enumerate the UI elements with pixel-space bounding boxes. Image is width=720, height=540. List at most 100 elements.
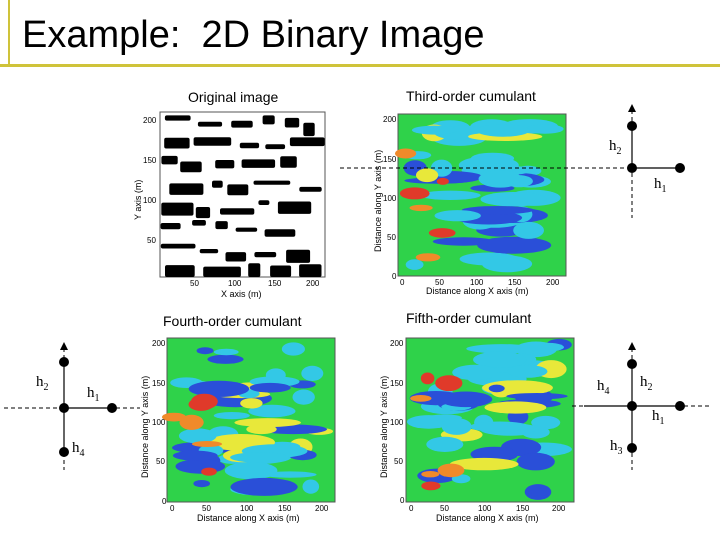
cumulant-map-patch xyxy=(461,206,534,215)
fourth-h2-label: h2 xyxy=(36,374,49,393)
fifth-h3-label: h3 xyxy=(610,438,623,457)
binary-blob xyxy=(215,160,235,169)
cumulant-map-patch xyxy=(481,255,533,273)
fourth-xtick-3: 100 xyxy=(240,504,254,513)
title-accent-bar xyxy=(8,0,10,66)
cumulant-map-patch xyxy=(230,477,298,496)
fifth-xtick-2: 50 xyxy=(440,504,449,513)
slide-title: Example: 2D Binary Image xyxy=(22,14,485,56)
original-image-caption: Original image xyxy=(188,89,279,105)
cumulant-map-patch xyxy=(513,221,544,239)
binary-blob xyxy=(193,137,232,146)
fifth-h2-label: h2 xyxy=(640,374,653,393)
binary-blob xyxy=(165,265,195,277)
cumulant-map-patch xyxy=(478,170,522,188)
fifth-order-caption: Fifth-order cumulant xyxy=(406,310,532,326)
cumulant-map-patch xyxy=(526,124,564,134)
cumulant-map-patch xyxy=(188,380,250,397)
binary-blob xyxy=(253,180,291,185)
third-xaxis-label: Distance along X axis (m) xyxy=(426,286,529,296)
binary-blob xyxy=(289,137,325,147)
orig-ytick-4: 50 xyxy=(147,236,156,245)
third-ytick-5: 0 xyxy=(392,272,397,281)
third-xtick-1: 0 xyxy=(400,278,405,287)
cumulant-map-patch xyxy=(224,461,278,480)
binary-blob xyxy=(203,266,241,277)
fourth-xtick-4: 150 xyxy=(278,504,292,513)
binary-blob xyxy=(284,117,300,128)
cumulant-map-patch xyxy=(196,347,214,355)
cumulant-map-hotspot xyxy=(410,395,432,402)
third-xtick-3: 100 xyxy=(470,278,484,287)
cumulant-map-patch xyxy=(302,479,320,494)
third-ytick-2: 150 xyxy=(383,155,397,164)
fifth-xtick-3: 100 xyxy=(478,504,492,513)
orig-xtick-3: 150 xyxy=(268,279,282,288)
cumulant-map-patch xyxy=(301,365,324,381)
fourth-xtick-1: 0 xyxy=(170,504,175,513)
fourth-order-template-diagram xyxy=(4,342,140,470)
binary-blob xyxy=(161,202,194,216)
binary-blob xyxy=(235,227,258,232)
cumulant-map-patch xyxy=(230,452,289,463)
cumulant-map-hotspot xyxy=(435,375,463,392)
cumulant-map-hotspot xyxy=(421,471,440,478)
cumulant-map-hotspot xyxy=(421,481,441,491)
cumulant-map-patch xyxy=(265,368,286,382)
fifth-ytick-1: 200 xyxy=(390,339,404,348)
cumulant-map-patch xyxy=(516,452,555,471)
binary-blob xyxy=(254,252,277,258)
fourth-xtick-2: 50 xyxy=(202,504,211,513)
cumulant-map-patch xyxy=(473,351,527,369)
cumulant-map-hotspot xyxy=(162,412,186,422)
fifth-xtick-4: 150 xyxy=(516,504,530,513)
binary-blob xyxy=(164,137,190,149)
binary-blob xyxy=(280,156,297,168)
cumulant-map-patch xyxy=(405,259,424,270)
cumulant-map-hotspot xyxy=(179,414,204,430)
fifth-ytick-4: 50 xyxy=(394,457,403,466)
cumulant-map-patch xyxy=(531,415,561,430)
cumulant-map-patch xyxy=(249,382,291,393)
binary-blob xyxy=(264,229,296,237)
cumulant-map-patch xyxy=(213,348,239,356)
orig-ytick-2: 150 xyxy=(143,156,157,165)
cumulant-map-patch xyxy=(477,236,552,254)
fourth-ytick-4: 50 xyxy=(156,457,165,466)
fourth-ytick-3: 100 xyxy=(152,418,166,427)
third-xtick-5: 200 xyxy=(546,278,560,287)
binary-blob xyxy=(215,221,228,230)
orig-ytick-3: 100 xyxy=(143,196,157,205)
fourth-order-caption: Fourth-order cumulant xyxy=(163,313,302,329)
cumulant-map-patch xyxy=(449,457,519,471)
cumulant-map-patch xyxy=(524,484,552,500)
fifth-ytick-3: 100 xyxy=(390,418,404,427)
fifth-ytick-5: 0 xyxy=(400,496,405,505)
binary-blob xyxy=(270,265,292,277)
binary-blob xyxy=(180,161,202,173)
binary-blob xyxy=(212,180,223,188)
cumulant-map-patch xyxy=(484,401,547,414)
fifth-ytick-2: 150 xyxy=(390,379,404,388)
third-order-template-diagram xyxy=(340,104,685,218)
third-xtick-4: 150 xyxy=(508,278,522,287)
third-order-caption: Third-order cumulant xyxy=(406,88,536,104)
cumulant-map-patch xyxy=(452,364,498,381)
binary-blob xyxy=(248,263,261,277)
third-h1-label: h1 xyxy=(654,176,667,195)
cumulant-map-patch xyxy=(506,393,568,400)
fifth-h1-label: h1 xyxy=(652,408,665,427)
cumulant-map-hotspot xyxy=(409,204,433,212)
cumulant-map-patch xyxy=(469,421,530,432)
third-ytick-3: 100 xyxy=(383,194,397,203)
cumulant-map-patch xyxy=(434,210,481,222)
cumulant-map-hotspot xyxy=(420,372,435,385)
cumulant-map-patch xyxy=(207,354,244,364)
fourth-ytick-1: 200 xyxy=(152,339,166,348)
binary-blob xyxy=(161,155,178,165)
fifth-xtick-5: 200 xyxy=(552,504,566,513)
cumulant-map-hotspot xyxy=(415,253,441,262)
